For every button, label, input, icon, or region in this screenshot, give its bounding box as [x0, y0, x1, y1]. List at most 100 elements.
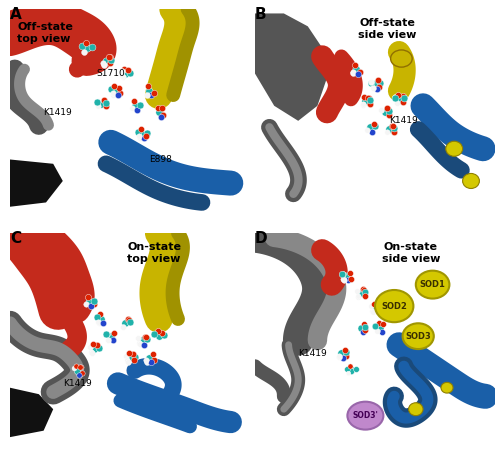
- Point: [88, 43, 96, 50]
- Point: [106, 54, 114, 61]
- Point: [122, 352, 130, 359]
- Point: [335, 354, 343, 361]
- Point: [338, 350, 345, 357]
- Point: [342, 349, 350, 356]
- Point: [160, 331, 168, 339]
- Point: [108, 337, 116, 344]
- Point: [78, 43, 86, 50]
- Point: [118, 68, 126, 75]
- Text: On-state
side view: On-state side view: [382, 242, 440, 264]
- Text: SOD3': SOD3': [352, 411, 378, 420]
- Point: [107, 56, 115, 63]
- Text: C: C: [10, 231, 21, 246]
- Point: [87, 348, 95, 355]
- Point: [96, 311, 104, 318]
- Point: [94, 102, 102, 110]
- Point: [104, 336, 112, 344]
- Point: [147, 91, 155, 99]
- Text: K1419: K1419: [298, 349, 327, 358]
- Text: K1419: K1419: [390, 117, 418, 125]
- Point: [368, 307, 376, 314]
- Point: [132, 106, 140, 114]
- Point: [99, 59, 107, 67]
- Point: [356, 324, 364, 331]
- Point: [143, 129, 151, 136]
- Point: [356, 68, 364, 75]
- Point: [366, 123, 374, 131]
- Point: [368, 128, 376, 135]
- Point: [384, 106, 392, 113]
- Text: Off-state
top view: Off-state top view: [17, 22, 73, 44]
- Point: [390, 128, 398, 136]
- Point: [150, 90, 158, 97]
- Point: [376, 83, 384, 90]
- Point: [142, 133, 150, 140]
- Point: [103, 330, 111, 338]
- Point: [371, 81, 379, 88]
- Point: [376, 324, 384, 331]
- Point: [125, 349, 133, 356]
- Point: [346, 269, 354, 276]
- Point: [129, 350, 137, 357]
- Point: [108, 85, 116, 93]
- Point: [105, 53, 113, 60]
- Point: [352, 66, 360, 73]
- Point: [362, 288, 370, 296]
- Ellipse shape: [390, 50, 412, 67]
- Point: [131, 353, 139, 360]
- Point: [400, 98, 407, 106]
- Point: [376, 80, 384, 87]
- Ellipse shape: [446, 141, 462, 156]
- Point: [75, 371, 83, 378]
- Text: SOD3: SOD3: [406, 332, 431, 340]
- Point: [342, 365, 350, 372]
- Point: [124, 316, 132, 323]
- Text: S1710: S1710: [96, 69, 125, 78]
- Point: [145, 354, 153, 361]
- Point: [400, 95, 408, 102]
- Point: [338, 270, 346, 277]
- Point: [358, 101, 366, 108]
- Point: [76, 363, 84, 370]
- Point: [155, 333, 163, 340]
- Point: [374, 301, 382, 308]
- Point: [86, 343, 94, 351]
- Point: [372, 322, 380, 329]
- Point: [372, 322, 380, 329]
- Point: [143, 358, 151, 365]
- Point: [112, 87, 120, 95]
- Point: [390, 125, 398, 132]
- Point: [143, 91, 151, 98]
- Point: [138, 337, 146, 344]
- Ellipse shape: [462, 174, 479, 188]
- Point: [137, 125, 145, 133]
- Point: [143, 336, 151, 343]
- Point: [362, 98, 370, 105]
- Point: [130, 97, 138, 105]
- Point: [77, 364, 85, 371]
- Point: [102, 99, 110, 106]
- Point: [366, 101, 374, 108]
- Point: [121, 319, 129, 327]
- Point: [354, 292, 362, 299]
- Point: [368, 79, 376, 86]
- Point: [368, 308, 376, 316]
- Point: [130, 356, 138, 364]
- Point: [371, 304, 379, 312]
- Point: [377, 106, 385, 114]
- Point: [344, 276, 352, 284]
- Point: [156, 113, 164, 120]
- Point: [82, 301, 90, 308]
- Text: On-state
top view: On-state top view: [127, 242, 181, 264]
- Point: [136, 340, 143, 348]
- Point: [347, 367, 355, 374]
- Ellipse shape: [402, 323, 434, 349]
- Point: [125, 316, 133, 324]
- Ellipse shape: [416, 271, 450, 298]
- Point: [382, 128, 390, 136]
- Point: [110, 329, 118, 337]
- Point: [344, 369, 352, 377]
- Text: SOD2: SOD2: [382, 302, 407, 311]
- Point: [121, 70, 129, 77]
- Point: [119, 74, 127, 81]
